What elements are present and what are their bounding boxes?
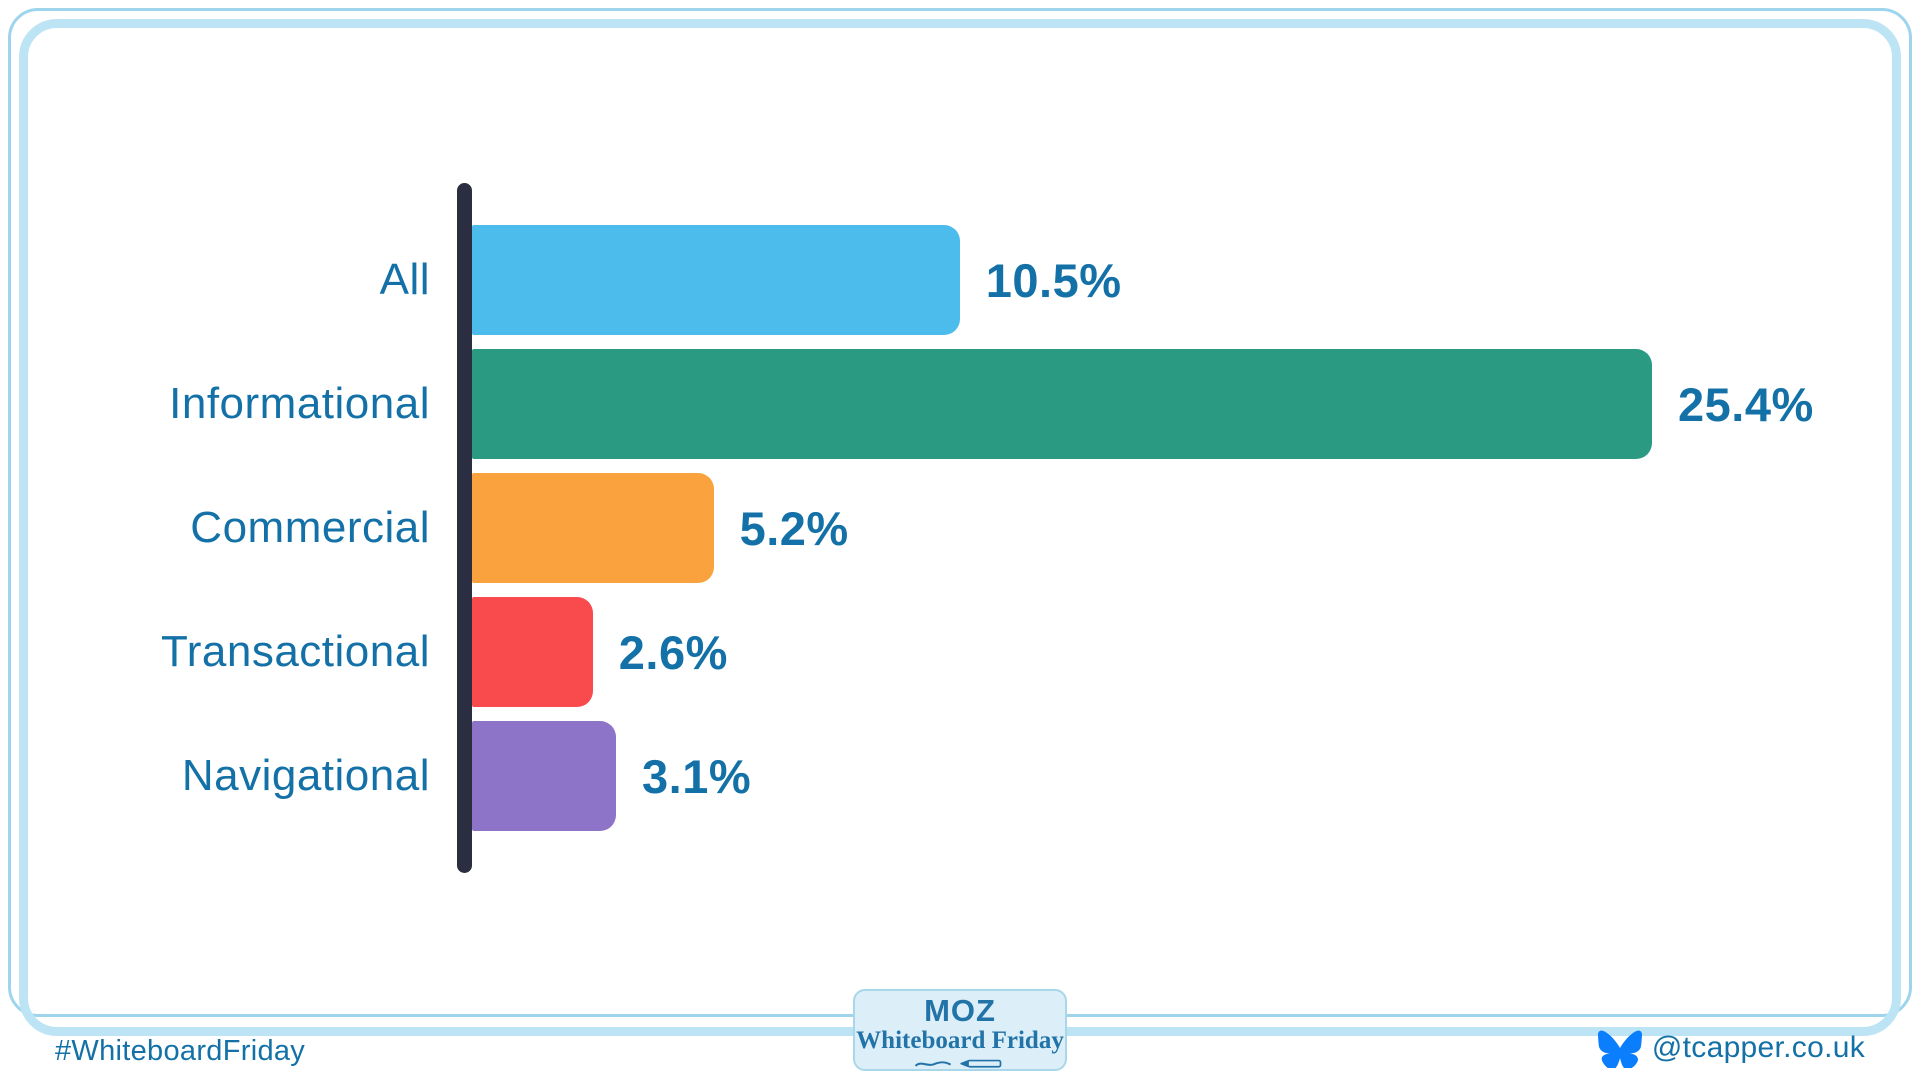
bluesky-path xyxy=(1597,1030,1642,1068)
value-label: 2.6% xyxy=(618,625,728,679)
whiteboard-friday-label: Whiteboard Friday xyxy=(856,1027,1064,1054)
category-label: Transactional xyxy=(161,627,430,676)
bar-track: 5.2% xyxy=(472,473,1652,583)
squiggle-and-marker-icon xyxy=(915,1059,1002,1068)
chart-rows: All 10.5% Informational 25.4% Commercial 5.2%… xyxy=(0,225,1920,831)
chart-row: Informational 25.4% xyxy=(0,349,1920,459)
bar-informational xyxy=(472,349,1652,459)
chart-axis-line xyxy=(457,183,472,873)
bar-all xyxy=(472,225,960,335)
category-label: Commercial xyxy=(190,503,430,552)
handle-label: @tcapper.co.uk xyxy=(1651,1031,1865,1064)
chart-row: All 10.5% xyxy=(0,225,1920,335)
moz-logo: MOZ xyxy=(924,993,996,1028)
bar-track: 25.4% xyxy=(472,349,1813,459)
hashtag-label: #WhiteboardFriday xyxy=(55,1035,306,1067)
attribution: @tcapper.co.uk xyxy=(1597,1028,1865,1068)
moz-whiteboard-friday-badge: MOZ Whiteboard Friday xyxy=(853,989,1067,1071)
bar-navigational xyxy=(472,721,617,831)
chart-row: Transactional 2.6% xyxy=(0,597,1920,707)
category-label: Informational xyxy=(169,379,430,428)
bar-track: 3.1% xyxy=(472,721,1652,831)
bar-chart: All 10.5% Informational 25.4% Commercial 5.2%… xyxy=(0,225,1920,845)
value-label: 3.1% xyxy=(642,749,752,803)
value-label: 10.5% xyxy=(985,253,1122,307)
bluesky-butterfly-icon xyxy=(1597,1030,1642,1068)
value-label: 5.2% xyxy=(739,501,849,555)
bar-commercial xyxy=(472,473,714,583)
chart-row: Commercial 5.2% xyxy=(0,473,1920,583)
value-label: 25.4% xyxy=(1678,377,1814,431)
chart-row: Navigational 3.1% xyxy=(0,721,1920,831)
category-label: Navigational xyxy=(181,751,430,800)
category-label: All xyxy=(379,255,430,304)
bar-track: 2.6% xyxy=(472,597,1652,707)
bar-transactional xyxy=(472,597,593,707)
bar-track: 10.5% xyxy=(472,225,1652,335)
